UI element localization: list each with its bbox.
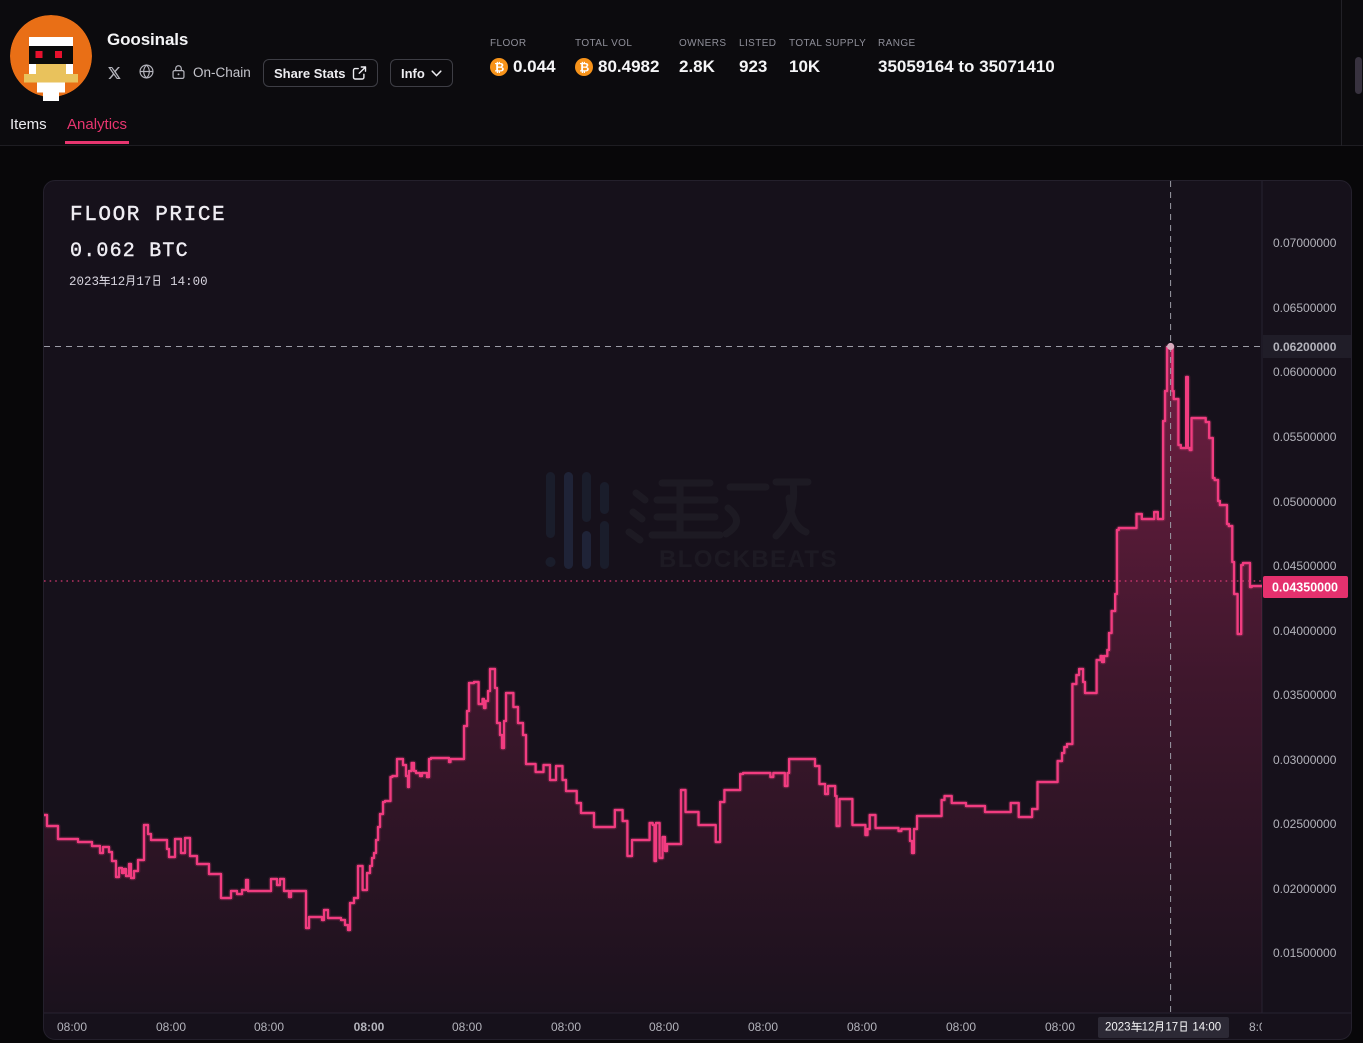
svg-text:0.04350000: 0.04350000 (1272, 581, 1338, 595)
svg-text:0.04500000: 0.04500000 (1273, 559, 1337, 573)
svg-text:0.07000000: 0.07000000 (1273, 236, 1337, 250)
svg-text:0.03000000: 0.03000000 (1273, 753, 1337, 767)
svg-text:08:00: 08:00 (551, 1020, 581, 1034)
svg-text:8:0: 8:0 (1249, 1020, 1266, 1034)
svg-text:08:00: 08:00 (254, 1020, 284, 1034)
svg-text:0.03500000: 0.03500000 (1273, 688, 1337, 702)
svg-text:08:00: 08:00 (847, 1020, 877, 1034)
svg-text:08:00: 08:00 (354, 1020, 385, 1034)
svg-text:₿: ₿ (494, 60, 504, 74)
svg-text:08:00: 08:00 (57, 1020, 87, 1034)
svg-text:0.06200000: 0.06200000 (1273, 340, 1337, 354)
svg-text:0.06500000: 0.06500000 (1273, 301, 1337, 315)
svg-text:08:00: 08:00 (1045, 1020, 1075, 1034)
svg-text:08:00: 08:00 (156, 1020, 186, 1034)
svg-text:₿: ₿ (579, 60, 589, 74)
svg-text:08:00: 08:00 (452, 1020, 482, 1034)
svg-text:BLOCKBEATS: BLOCKBEATS (659, 546, 838, 573)
svg-text:08:00: 08:00 (748, 1020, 778, 1034)
svg-text:0.04000000: 0.04000000 (1273, 624, 1337, 638)
svg-text:0.05000000: 0.05000000 (1273, 495, 1337, 509)
svg-text:0.02500000: 0.02500000 (1273, 817, 1337, 831)
svg-text:0.05500000: 0.05500000 (1273, 430, 1337, 444)
svg-text:08:00: 08:00 (649, 1020, 679, 1034)
svg-text:08:00: 08:00 (946, 1020, 976, 1034)
svg-text:0.06000000: 0.06000000 (1273, 365, 1337, 379)
svg-text:0.01500000: 0.01500000 (1273, 946, 1337, 960)
svg-text:0.02000000: 0.02000000 (1273, 882, 1337, 896)
